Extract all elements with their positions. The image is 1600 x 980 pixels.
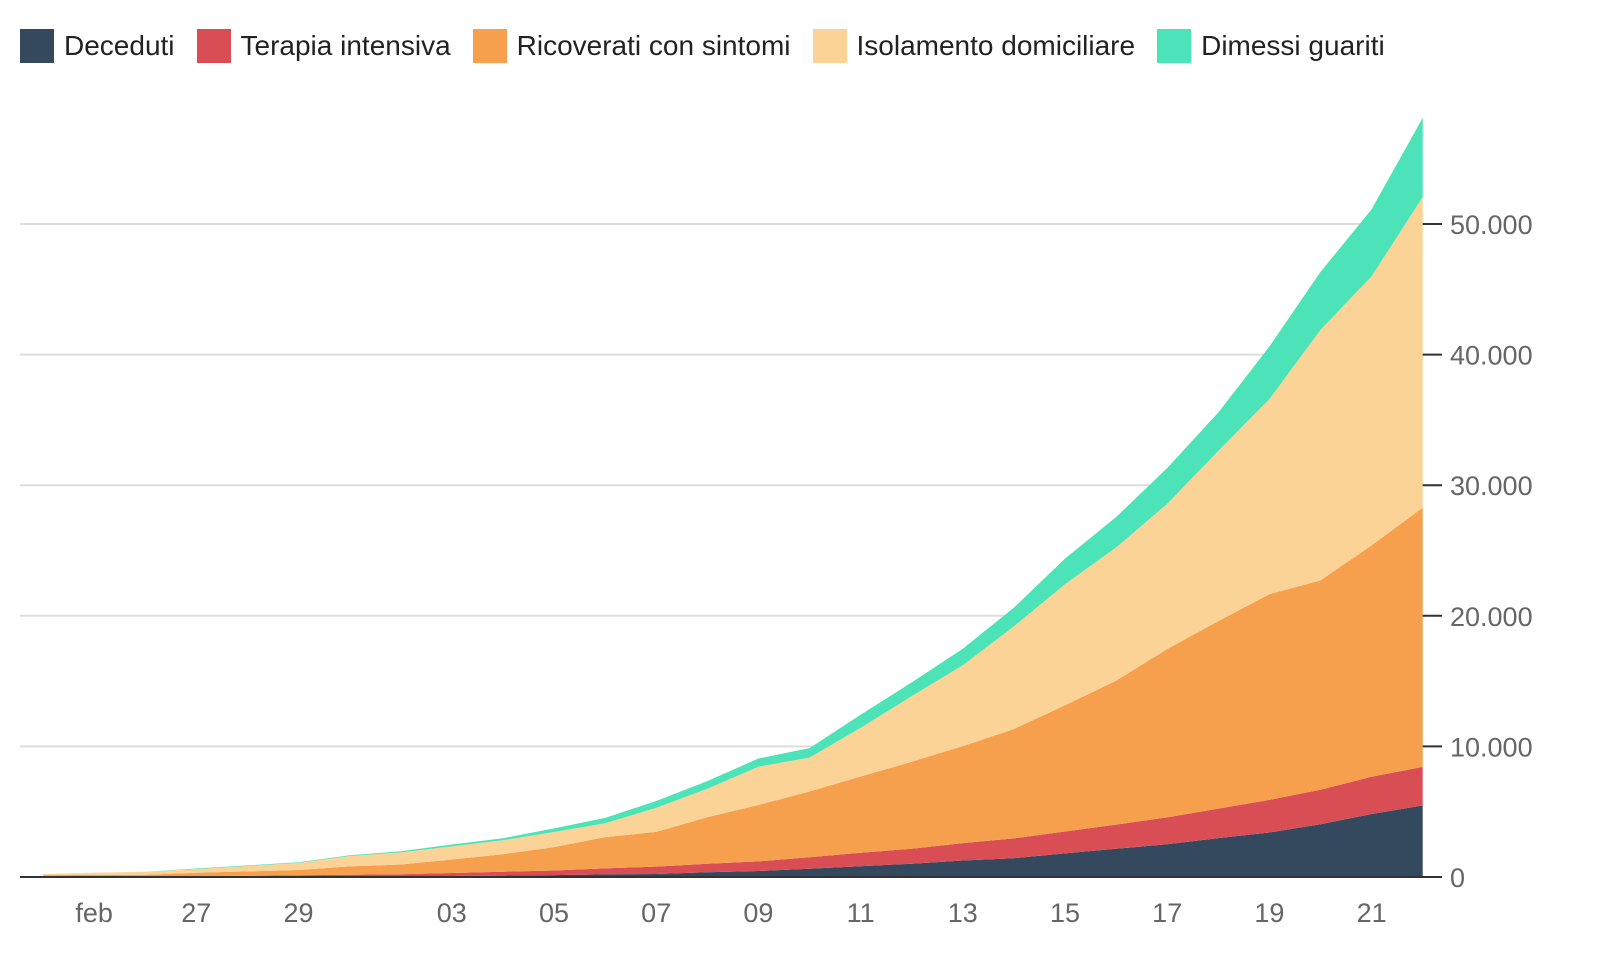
- x-axis: feb 27 29 03 05 07 09 11 13 15 17 19 21: [75, 898, 1386, 928]
- x-tick-label: 27: [181, 898, 211, 928]
- x-tick-label: 19: [1254, 898, 1284, 928]
- x-tick-label: 15: [1050, 898, 1080, 928]
- y-tick-label: 20.000: [1450, 602, 1533, 632]
- x-tick-label: 29: [283, 898, 313, 928]
- areas: [43, 117, 1423, 877]
- legend-item: Deceduti: [20, 29, 175, 63]
- x-tick-label: 13: [948, 898, 978, 928]
- legend-label: Deceduti: [64, 30, 175, 61]
- x-tick-label: 03: [437, 898, 467, 928]
- legend-label: Dimessi guariti: [1201, 30, 1385, 61]
- x-tick-label: 05: [539, 898, 569, 928]
- x-tick-label: 11: [847, 898, 875, 928]
- legend-swatch: [472, 29, 507, 63]
- legend-label: Terapia intensiva: [240, 30, 451, 61]
- legend-swatch: [1157, 29, 1192, 63]
- legend-label: Isolamento domiciliare: [856, 30, 1136, 61]
- area-series-terapia-intensiva: [43, 766, 1423, 877]
- x-tick-label: 07: [641, 898, 671, 928]
- x-tick-label: 09: [743, 898, 773, 928]
- legend-item: Terapia intensiva: [196, 29, 451, 63]
- legend-swatch: [196, 29, 231, 63]
- legend: Deceduti Terapia intensiva Ricoverati con …: [20, 26, 1407, 66]
- y-tick-label: 0: [1450, 863, 1465, 893]
- x-tick-label: 17: [1152, 898, 1182, 928]
- legend-item: Isolamento domiciliare: [812, 29, 1136, 63]
- y-tick-label: 50.000: [1450, 210, 1533, 240]
- x-tick-label: 21: [1357, 898, 1387, 928]
- area-series-deceduti: [43, 805, 1423, 877]
- legend-label: Ricoverati con sintomi: [516, 30, 791, 61]
- x-tick-label: feb: [75, 898, 113, 928]
- y-tick-label: 10.000: [1450, 732, 1533, 762]
- legend-swatch: [812, 29, 847, 63]
- area-series-isolamento-domiciliare: [43, 197, 1423, 876]
- legend-item: Ricoverati con sintomi: [472, 29, 791, 63]
- legend-swatch: [20, 29, 54, 63]
- y-tick-label: 40.000: [1450, 341, 1533, 371]
- y-tick-label: 30.000: [1450, 471, 1533, 501]
- area-series-dimessi-guariti: [43, 117, 1423, 875]
- area-series-ricoverati-con-sintomi: [43, 507, 1423, 877]
- legend-item: Dimessi guariti: [1157, 29, 1385, 63]
